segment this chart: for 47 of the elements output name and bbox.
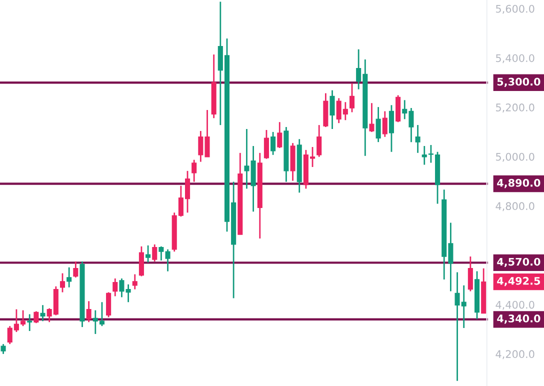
candlestick (66, 266, 72, 288)
ref-line-label: 4,570.0 (497, 258, 540, 268)
candlestick (270, 131, 276, 156)
candlestick (316, 124, 322, 158)
candlestick (428, 144, 434, 164)
candlestick (34, 310, 39, 324)
y-tick-label: 5,600.0 (496, 4, 534, 14)
candlestick (27, 314, 32, 332)
candlestick (60, 272, 66, 293)
candlestick (73, 260, 78, 278)
y-tick-label: 5,400.0 (496, 54, 534, 64)
ref-line-label: 4,340.0 (497, 314, 540, 324)
candlestick (165, 248, 170, 272)
ref-line-label: 4,890.0 (497, 178, 540, 188)
y-tick-label: 4,800.0 (496, 202, 534, 212)
candlestick (138, 246, 144, 277)
candlestick (264, 129, 269, 160)
candlestick (330, 90, 335, 130)
candlestick (277, 121, 282, 149)
candlestick (369, 102, 374, 133)
candlestick (132, 274, 138, 290)
candlestick (40, 304, 46, 322)
candlestick (468, 256, 473, 292)
candlestick (112, 278, 118, 297)
candlestick (146, 244, 151, 264)
candlestick (415, 124, 420, 154)
y-tick-label: 5,000.0 (496, 152, 534, 162)
candlestick (244, 128, 250, 190)
text: 4,492.5 (497, 276, 540, 286)
y-tick-label: 4,200.0 (496, 350, 534, 360)
candlestick (382, 110, 388, 138)
candlestick (158, 246, 164, 262)
candlestick (349, 82, 355, 113)
candlestick (86, 300, 92, 323)
candlestick (152, 244, 158, 262)
candlestick (396, 94, 401, 123)
candlestick (119, 278, 124, 298)
candlestick (0, 343, 6, 355)
candlestick (388, 104, 394, 153)
candlestick (376, 106, 381, 143)
y-tick-label: 5,200.0 (496, 104, 534, 112)
y-tick-label: 4,400.0 (496, 300, 534, 310)
candlestick (126, 284, 131, 303)
candlestick (422, 145, 427, 166)
candlestick (106, 292, 112, 318)
ref-line-label: 5,300.0 (497, 78, 540, 87)
candlestick (192, 159, 197, 182)
